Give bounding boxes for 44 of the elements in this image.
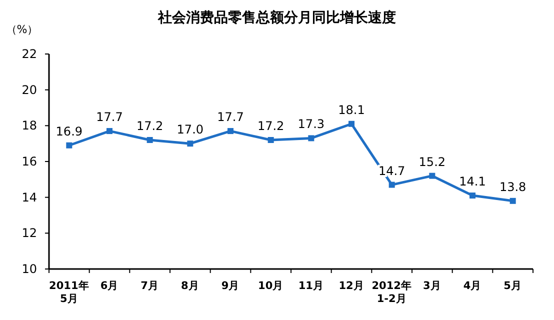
y-tick-label: 16 bbox=[22, 154, 37, 168]
data-label: 18.1 bbox=[338, 102, 365, 117]
y-tick-label: 10 bbox=[22, 262, 37, 276]
point bbox=[510, 198, 516, 204]
data-label: 16.9 bbox=[56, 124, 83, 138]
x-tick-label: 12月 bbox=[338, 280, 364, 292]
data-label: 13.8 bbox=[499, 180, 526, 194]
point bbox=[66, 142, 72, 148]
x-tick-label: 6月 bbox=[100, 280, 119, 292]
x-tick-label: 11月 bbox=[298, 280, 324, 292]
x-tick-label: 10月 bbox=[258, 280, 284, 292]
x-tick-label: 4月 bbox=[463, 280, 482, 292]
point bbox=[348, 120, 354, 127]
data-label: 17.2 bbox=[136, 119, 164, 133]
point bbox=[388, 182, 395, 188]
point bbox=[308, 135, 314, 142]
point bbox=[106, 128, 112, 134]
data-label: 17.7 bbox=[96, 110, 123, 124]
data-label: 17.2 bbox=[257, 119, 284, 133]
chart-title: 社会消费品零售总额分月同比增长速度 bbox=[157, 9, 396, 26]
data-label: 14.1 bbox=[459, 174, 486, 189]
x-tick-label: 7月 bbox=[140, 280, 159, 292]
y-tick-label: 12 bbox=[22, 226, 37, 240]
point bbox=[470, 192, 476, 199]
x-tick-label: 9月 bbox=[221, 280, 240, 292]
point bbox=[429, 172, 436, 179]
x-tick-label: 5月 bbox=[504, 280, 522, 292]
x-tick-label: 2011年 5月 bbox=[49, 279, 90, 306]
point bbox=[146, 137, 153, 143]
point bbox=[187, 140, 194, 147]
data-label: 17.7 bbox=[217, 110, 244, 124]
data-label: 17.0 bbox=[176, 122, 204, 137]
y-tick-label: 14 bbox=[22, 190, 37, 204]
point bbox=[228, 128, 234, 134]
y-tick-label: 22 bbox=[22, 47, 37, 61]
y-tick-label: 20 bbox=[22, 82, 37, 97]
y-axis-title: （%） bbox=[6, 23, 38, 36]
x-tick-label: 8月 bbox=[181, 280, 200, 292]
data-label: 17.3 bbox=[298, 117, 325, 132]
x-tick-label: 3月 bbox=[423, 280, 442, 292]
y-tick-label: 18 bbox=[22, 118, 37, 133]
point bbox=[268, 137, 274, 143]
x-tick-label: 2012年 1-2月 bbox=[372, 279, 412, 306]
data-label: 15.2 bbox=[418, 154, 446, 169]
